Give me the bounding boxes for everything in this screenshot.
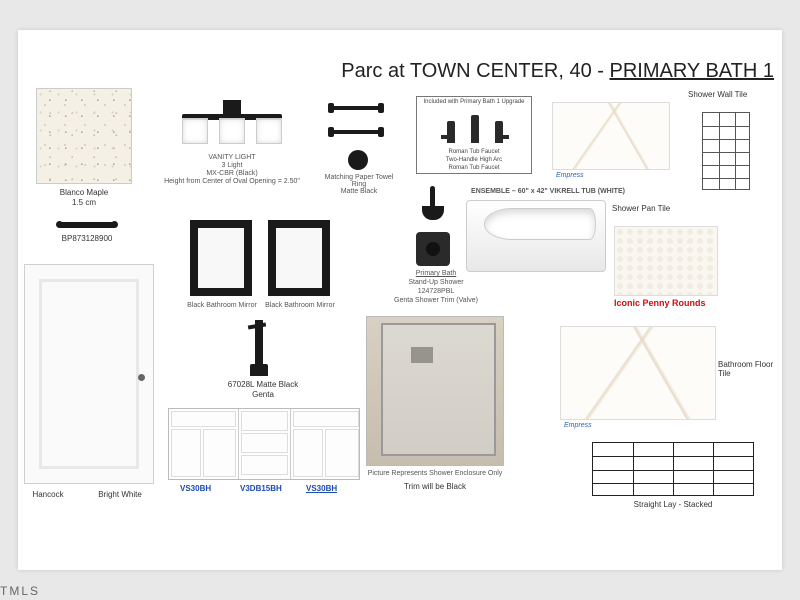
- pull-sku: BP873128900: [42, 234, 132, 243]
- towel-bar-top: [328, 106, 384, 110]
- drw: [241, 455, 288, 475]
- upgrade-l2: Roman Tub Faucet: [419, 149, 529, 155]
- floor-tile-label: Bathroom Floor Tile: [718, 360, 782, 378]
- shower-valve-plate: [416, 232, 450, 266]
- wall-tile-swatch: [552, 102, 670, 170]
- vanity-light-label: VANITY LIGHT: [168, 154, 296, 161]
- shower-head: [422, 206, 444, 220]
- vanity-light-mount: [223, 100, 241, 114]
- vanity-lbl-mid: V3DB15BH: [240, 484, 282, 493]
- towel-label: Matching Paper Towel Ring Matte Black: [318, 174, 400, 195]
- countertop-thickness: 1.5 cm: [36, 198, 132, 207]
- vanity-light: [182, 100, 282, 150]
- shower-photo-note: Trim will be Black: [362, 482, 508, 491]
- drw: [203, 429, 236, 477]
- vanity-base: [168, 408, 360, 480]
- upgrade-l5: Roman Tub Faucet: [419, 165, 529, 171]
- drw: [171, 429, 201, 477]
- towel-bar-bottom: [328, 130, 384, 134]
- cabinet-door-panel: [39, 279, 139, 469]
- drw: [293, 411, 359, 427]
- wall-tile-brand: Empress: [556, 172, 584, 179]
- vanity-light-l3: MX-CBR (Black): [168, 170, 296, 177]
- upgrade-box: Included with Primary Bath 1 Upgrade Rom…: [416, 96, 532, 174]
- vanity-lbl-left: VS30BH: [180, 484, 211, 493]
- floor-tile-pattern-label: Straight Lay - Stacked: [592, 500, 754, 509]
- countertop-name: Blanco Maple: [36, 188, 132, 197]
- tub-basin: [484, 208, 596, 240]
- drw: [293, 429, 323, 477]
- tub: [466, 200, 606, 272]
- drw: [241, 433, 288, 453]
- fx-sp-l: [447, 121, 455, 143]
- wall-tile-grid: [702, 112, 750, 190]
- fx-h-r: [499, 135, 509, 139]
- fx-sp-r: [495, 121, 503, 143]
- vanity-light-shade-2: [219, 118, 245, 144]
- fx-sp-m: [471, 115, 479, 143]
- shower-trim-l2: Stand-Up Shower: [392, 279, 480, 286]
- drawer-pull: [58, 222, 116, 228]
- cabinet-door: [24, 264, 154, 484]
- mirror-right-label: Black Bathroom Mirror: [264, 302, 336, 309]
- wall-tile-label: Shower Wall Tile: [688, 90, 758, 99]
- shower-photo-cap: Picture Represents Shower Enclosure Only: [362, 470, 508, 477]
- vanity-light-shade-3: [256, 118, 282, 144]
- shower-pan-label: Shower Pan Tile: [612, 204, 692, 213]
- shower-trim-l4: Genta Shower Trim (Valve): [382, 297, 490, 304]
- title-prefix: Parc at TOWN CENTER, 40 -: [341, 60, 609, 82]
- watermark: TMLS: [0, 584, 40, 598]
- shower-pan-swatch: [614, 226, 718, 296]
- cabinet-knob: [138, 374, 145, 381]
- drw: [241, 411, 288, 431]
- cabinet-style: Hancock: [18, 490, 78, 499]
- mirror-right: [268, 220, 330, 296]
- shower-pan-name: Iconic Penny Rounds: [614, 298, 706, 308]
- vanity-lbl-right: VS30BH: [306, 484, 337, 493]
- upgrade-l4: Two-Handle High Arc: [419, 157, 529, 163]
- vanity-light-shade-1: [182, 118, 208, 144]
- floor-tile-pattern: [592, 442, 754, 496]
- faucet-base: [250, 364, 268, 376]
- countertop-swatch: [36, 88, 132, 184]
- faucet-series: Genta: [192, 390, 334, 399]
- vanity-sec-mid: [239, 409, 291, 479]
- drw: [171, 411, 236, 427]
- roman-tub-faucet: [447, 115, 503, 147]
- page-title: Parc at TOWN CENTER, 40 - PRIMARY BATH 1: [341, 60, 774, 83]
- vanity-light-l4: Height from Center of Oval Opening = 2.5…: [148, 178, 316, 185]
- tub-label: ENSEMBLE – 60" x 42" VIKRELL TUB (WHITE): [468, 188, 628, 195]
- cabinet-color: Bright White: [80, 490, 160, 499]
- shower-glass: [381, 323, 497, 456]
- shower-trim-l3: 124728PBL: [392, 288, 480, 295]
- mood-board-page: Parc at TOWN CENTER, 40 - PRIMARY BATH 1…: [18, 30, 782, 570]
- floor-tile-brand: Empress: [564, 422, 592, 429]
- floor-tile-swatch: [560, 326, 716, 420]
- faucet-model: 67028L Matte Black: [192, 380, 334, 389]
- robe-hook: [348, 150, 368, 170]
- fx-h-l: [441, 135, 451, 139]
- vanity-sec-right: [291, 409, 361, 479]
- valve-knob: [426, 242, 440, 256]
- faucet: [244, 314, 276, 376]
- vanity-light-l2: 3 Light: [168, 162, 296, 169]
- upgrade-l1: Included with Primary Bath 1 Upgrade: [419, 99, 529, 105]
- shower-enclosure-photo: [366, 316, 504, 466]
- vanity-sec-left: [169, 409, 239, 479]
- drw: [325, 429, 359, 477]
- mirror-left-label: Black Bathroom Mirror: [186, 302, 258, 309]
- title-main: PRIMARY BATH 1: [610, 60, 775, 82]
- mirror-left: [190, 220, 252, 296]
